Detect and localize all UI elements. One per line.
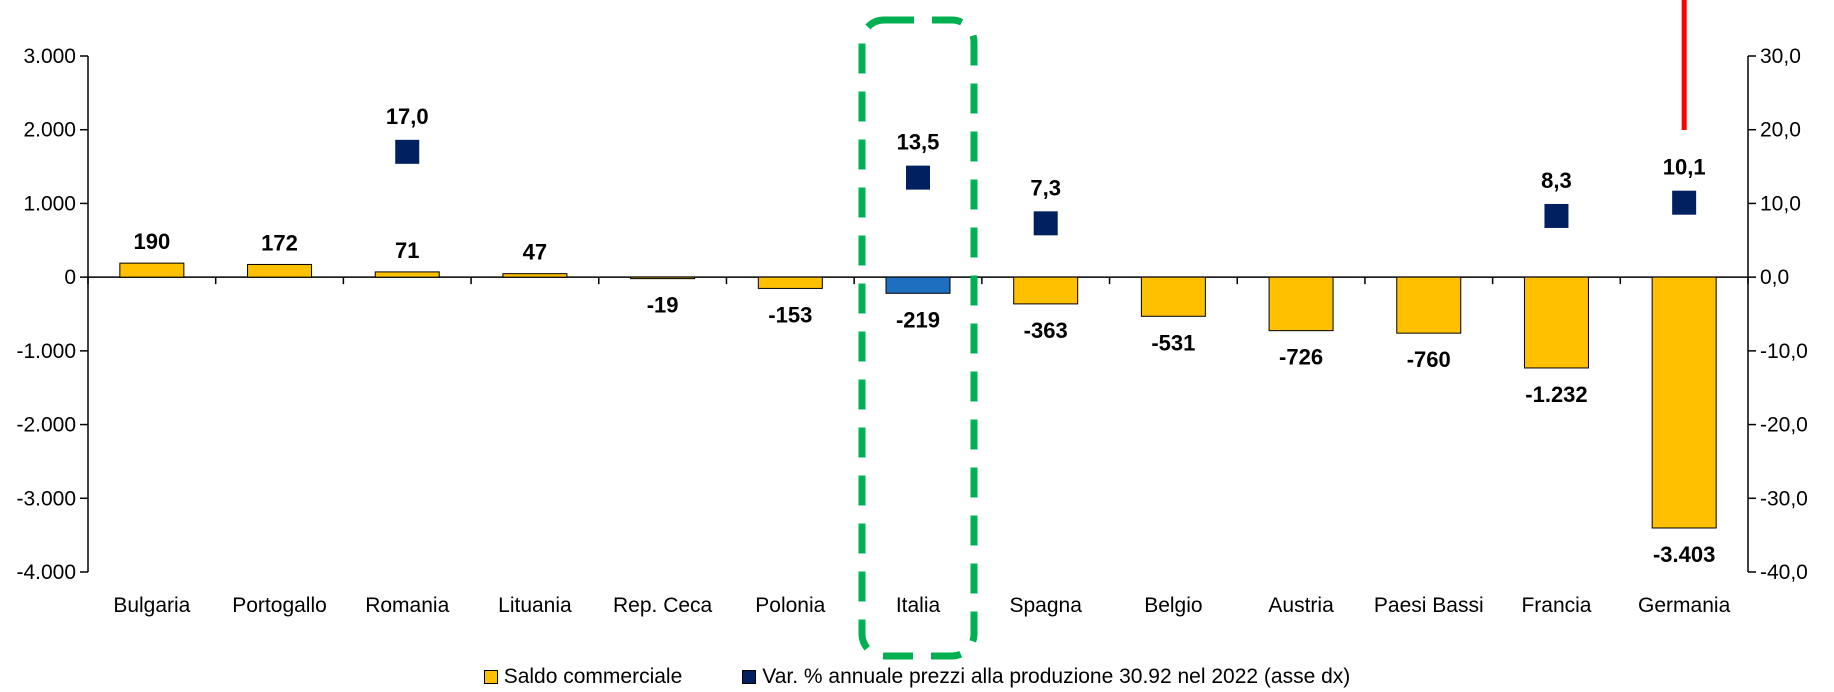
category-label-germania: Germania [1638,594,1731,617]
legend-swatch-saldo [483,670,498,684]
point-romania [395,139,420,164]
bar-value-label-francia: -1.232 [1525,382,1587,407]
point-value-label-romania: 17,0 [386,104,429,129]
y-right-tick-label: 30,0 [1760,45,1801,68]
bar-romania [374,271,440,278]
category-label-spagna: Spagna [1009,594,1082,617]
point-value-label-germania: 10,1 [1663,155,1706,180]
category-label-polonia: Polonia [755,594,825,617]
y-left-tick-label: -3.000 [16,487,76,510]
y-left-tick-label: 3.000 [23,45,76,68]
bar-value-label-belgio: -531 [1151,330,1195,355]
bar-value-label-spagna: -363 [1024,318,1068,343]
bar-value-label-polonia: -153 [768,302,812,327]
chart-canvas: 3.000 2.000 1.000 0 -1.000 -2.000 -3.000 -4.000… [16,0,1808,660]
y-left-tick-label: -2.000 [16,414,76,437]
category-label-lituania: Lituania [498,594,572,617]
bar-polonia [757,276,823,289]
bar-value-label-paesi-bassi: -760 [1407,347,1451,372]
point-francia [1544,203,1569,228]
bar-lituania [502,273,568,278]
y-right-tick-label: -40,0 [1760,561,1808,584]
category-label-portogallo: Portogallo [232,594,327,617]
legend-item-saldo[interactable]: Saldo commerciale [483,665,683,689]
y-left-tick-label: 1.000 [23,192,76,215]
y-right-tick-label: 0,0 [1760,266,1789,289]
bar-value-label-germania: -3.403 [1653,542,1715,567]
y-left-tick-label: -1.000 [16,340,76,363]
bar-value-label-austria: -726 [1279,345,1323,370]
point-germania [1672,190,1697,215]
y-right-tick-label: 20,0 [1760,119,1801,142]
bar-value-label-italia: -219 [896,307,940,332]
point-value-label-spagna: 7,3 [1030,175,1061,200]
bar-series [119,262,1717,529]
bar-francia [1523,276,1589,369]
category-label-francia: Francia [1521,594,1591,617]
y-left-tick-label: -4.000 [16,561,76,584]
bar-germania [1651,276,1717,529]
category-label-italia: Italia [896,594,941,617]
category-label-belgio: Belgio [1144,594,1202,617]
bar-bulgaria [119,262,185,278]
category-label-austria: Austria [1268,594,1334,617]
annotations [858,0,1687,660]
y-right-tick-label: 10,0 [1760,192,1801,215]
bar-austria [1268,276,1334,332]
bar-value-label-portogallo: 172 [261,230,298,255]
legend-swatch-var-prezzi [742,670,757,684]
y-left-tick-label: 2.000 [23,119,76,142]
bar-belgio [1140,276,1206,317]
legend: Saldo commerciale Var. % annuale prezzi … [0,664,1834,690]
point-spagna [1033,211,1058,236]
bar-spagna [1013,276,1079,305]
bar-italia [885,276,951,294]
bar-value-label-bulgaria: 190 [133,229,170,254]
legend-item-var-prezzi[interactable]: Var. % annuale prezzi alla produzione 30… [742,665,1350,689]
bar-value-label-romania: 71 [395,238,419,263]
category-label-romania: Romania [365,594,449,617]
bar-value-label-lituania: 47 [523,240,547,265]
legend-label-saldo: Saldo commerciale [503,665,683,688]
category-label-bulgaria: Bulgaria [113,594,190,617]
y-right-tick-label: -20,0 [1760,414,1808,437]
bar-paesi-bassi [1396,276,1462,334]
chart-axes: 3.000 2.000 1.000 0 -1.000 -2.000 -3.000 -4.000… [16,45,1807,584]
y-right-tick-label: -10,0 [1760,340,1808,363]
data-labels: 190 172 71 47 -19 -153 -219 -363 -531 -726 -760 -1.… [133,104,1715,567]
category-label-paesi-bassi: Paesi Bassi [1374,594,1484,617]
category-label-rep-ceca: Rep. Ceca [613,594,713,617]
category-labels: Bulgaria Portogallo Romania Lituania Rep. Ce… [113,594,1730,617]
highlight-box-italia [858,16,978,660]
point-value-label-italia: 13,5 [897,130,940,155]
bar-value-label-rep-ceca: -19 [647,293,679,318]
point-italia [906,165,930,190]
point-value-label-francia: 8,3 [1541,168,1572,193]
scatter-series [395,139,1697,236]
bar-portogallo [247,263,313,278]
legend-label-var-prezzi: Var. % annuale prezzi alla produzione 30… [762,665,1351,688]
bar-rep-ceca [630,276,696,280]
y-right-tick-label: -30,0 [1760,487,1808,510]
y-left-tick-label: 0 [64,266,76,289]
